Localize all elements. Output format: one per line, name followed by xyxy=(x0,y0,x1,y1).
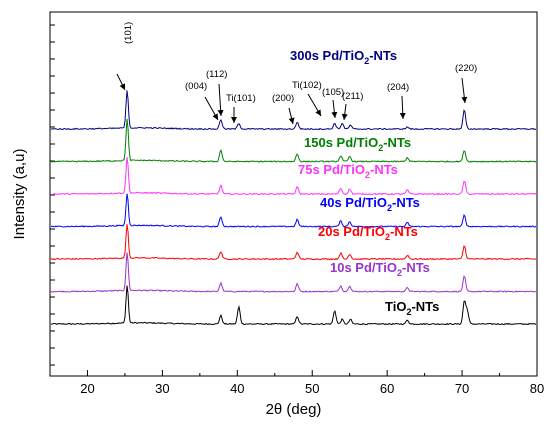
peak-label: (211) xyxy=(342,91,363,102)
series-line-0 xyxy=(50,285,537,326)
peak-arrow xyxy=(461,77,468,104)
series-label-3: 40s Pd/TiO2-NTs xyxy=(320,195,420,213)
x-axis-ticks: 20 30 40 50 60 70 80 xyxy=(49,370,544,396)
peak-label: (204) xyxy=(387,82,409,93)
series-lines xyxy=(50,90,537,326)
peak-arrow xyxy=(307,93,322,117)
x-axis-title: 2θ (deg) xyxy=(266,401,322,418)
series-line-4 xyxy=(50,156,537,196)
series-labels: TiO2-NTs 10s Pd/TiO2-NTs 20s Pd/TiO2-NTs 40… xyxy=(290,48,439,317)
peak-arrow xyxy=(204,96,219,121)
peak-label: (112) xyxy=(206,69,227,80)
peak-label: (101) xyxy=(123,22,134,44)
peak-annotations: (101)(004)(112)Ti(101) (200)Ti(102)(105)(… xyxy=(116,22,477,125)
series-label-0: TiO2-NTs xyxy=(385,299,439,317)
series-line-6 xyxy=(50,90,537,131)
series-label-2: 20s Pd/TiO2-NTs xyxy=(318,224,418,242)
peak-label: (200) xyxy=(272,93,294,104)
series-label-6: 300s Pd/TiO2-NTs xyxy=(290,48,397,66)
peak-arrow xyxy=(341,103,348,121)
peak-arrow xyxy=(399,95,406,120)
x-tick-label: 60 xyxy=(380,381,394,396)
series-label-1: 10s Pd/TiO2-NTs xyxy=(330,260,430,278)
y-axis-ticks xyxy=(50,24,55,366)
series-label-5: 150s Pd/TiO2-NTs xyxy=(304,135,411,153)
peak-arrow xyxy=(116,73,126,91)
peak-arrow xyxy=(217,83,224,117)
peak-label: (220) xyxy=(455,63,477,74)
series-line-3 xyxy=(50,193,537,228)
peak-label: Ti(101) xyxy=(226,93,256,104)
peak-label: Ti(102) xyxy=(292,80,322,91)
x-tick-label: 40 xyxy=(230,381,244,396)
plot-border xyxy=(49,11,538,377)
peak-arrow xyxy=(331,99,338,119)
x-tick-label: 70 xyxy=(455,381,469,396)
series-line-5 xyxy=(50,118,537,163)
x-tick-label: 20 xyxy=(80,381,94,396)
series-label-4: 75s Pd/TiO2-NTs xyxy=(298,162,398,180)
x-tick-label: 50 xyxy=(305,381,319,396)
plot-frame xyxy=(49,11,538,377)
x-tick-label: 30 xyxy=(155,381,169,396)
x-tick-label: 80 xyxy=(530,381,544,396)
peak-label: (004) xyxy=(185,81,207,92)
series-line-2 xyxy=(50,224,537,261)
peak-label: (105) xyxy=(322,87,344,98)
y-axis-title: Intensity (a,u) xyxy=(11,149,28,240)
peak-arrow xyxy=(288,107,295,125)
series-line-1 xyxy=(50,252,537,293)
